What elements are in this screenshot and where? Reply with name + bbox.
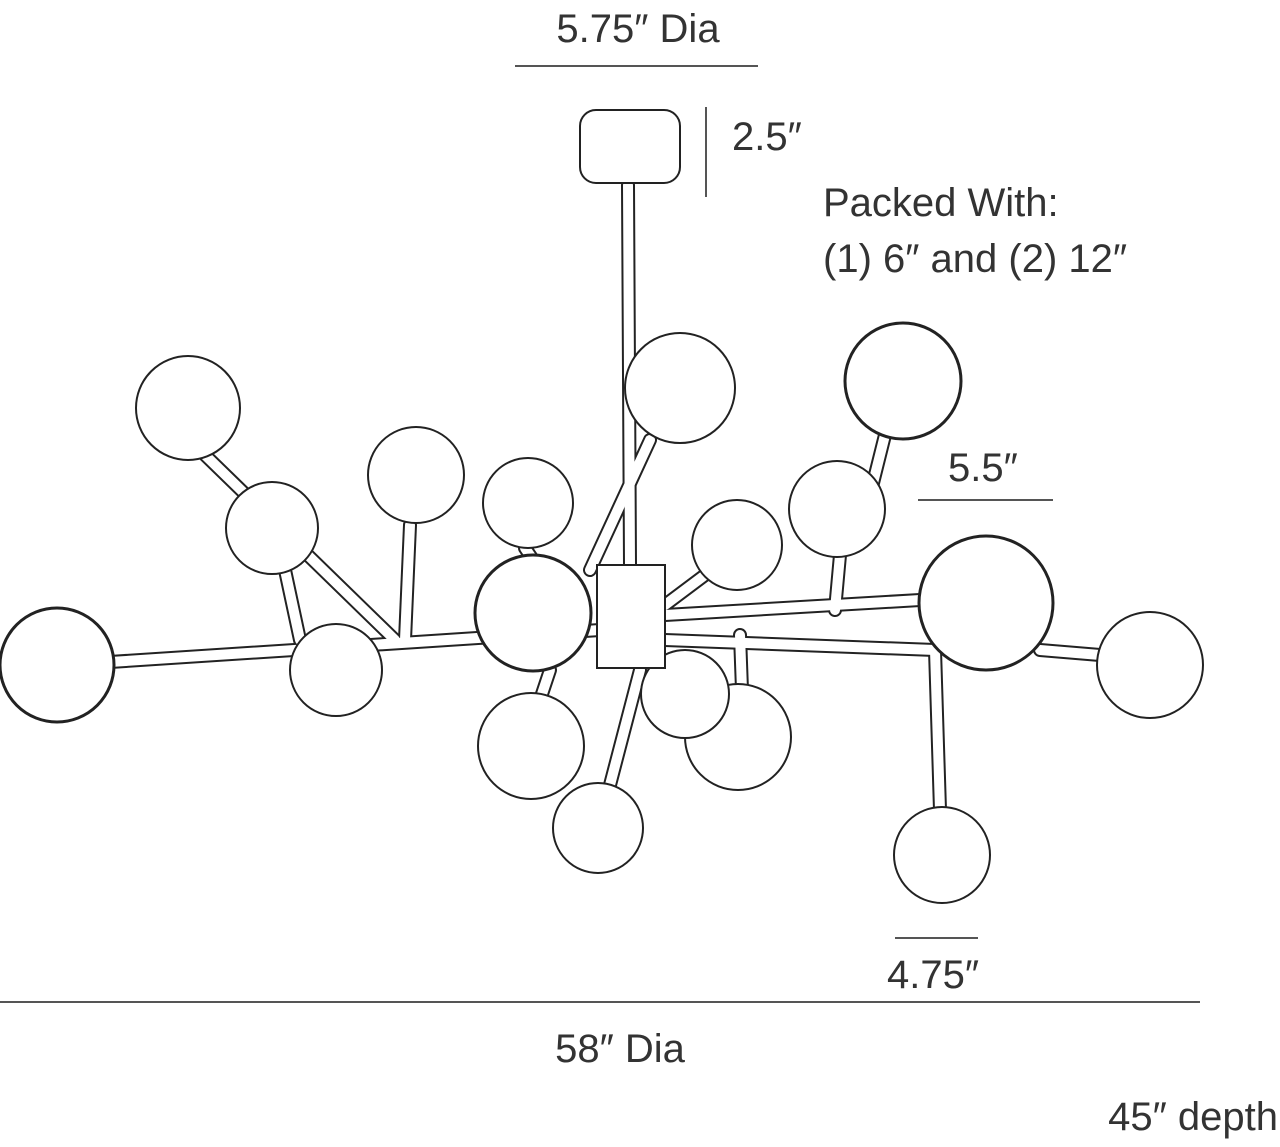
globe [691,499,783,591]
globe [0,606,116,724]
globe [624,332,736,444]
globe [289,623,383,717]
dimension-label: 5.75″ Dia [556,7,720,51]
globe [135,355,241,461]
globe [367,426,465,524]
arm-fill [585,435,655,575]
globe [917,534,1055,672]
arm-fill [605,665,645,790]
arm-fill [930,645,945,815]
globe [552,782,644,874]
arm-fill [400,520,415,645]
arm-fill [1035,645,1105,660]
canopy [579,109,681,184]
dimension-label: 2.5″ [732,115,802,159]
globe [473,553,593,673]
globe [477,692,585,800]
packed-title: Packed With: [823,181,1059,225]
center-body [596,564,666,669]
globe [843,321,963,441]
dimension-label: 45″ depth [1108,1095,1278,1139]
globe [482,457,574,549]
globe [225,481,319,575]
globe [1096,611,1204,719]
arm-fill [280,565,305,645]
globes [0,321,1204,904]
dimension-label: 58″ Dia [555,1027,686,1071]
arm-fill [660,635,940,655]
globe [788,460,886,558]
dimension-label: 4.75″ [887,953,979,997]
globe [893,806,991,904]
packed-rods: (1) 6″ and (2) 12″ [823,237,1127,281]
dimension-label: 5.5″ [948,446,1018,490]
arm-fill [735,630,747,695]
arm-fill [830,550,845,615]
arm-fill [660,595,925,620]
globe [640,649,730,739]
arm-fill [660,570,710,610]
